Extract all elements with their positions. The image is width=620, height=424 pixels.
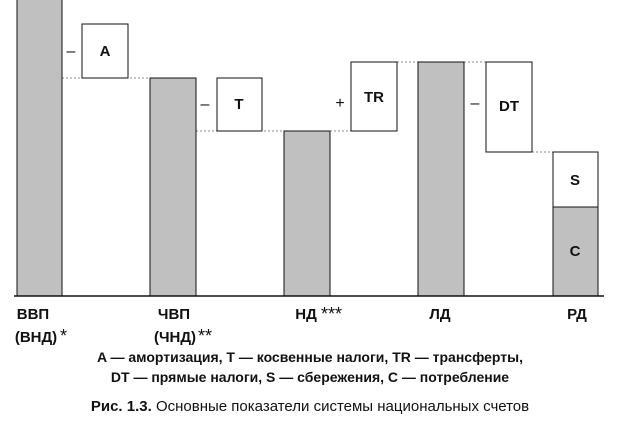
category-vvp-sublabel: (ВНД)	[15, 329, 57, 345]
box-a	[81, 23, 129, 79]
bar-nd	[283, 130, 331, 297]
figure-caption: Рис. 1.3. Основные показатели системы на…	[0, 398, 620, 415]
caption-prefix: Рис. 1.3.	[90, 398, 152, 415]
caption-text: Основные показатели системы национальных…	[151, 398, 530, 415]
category-vvp-mark: *	[60, 326, 67, 345]
label-a: A	[100, 43, 111, 60]
category-chvp-label: ЧВП	[158, 306, 190, 323]
flow-diagram: A T TR DT S C – – + – ВВП (ВНД) * ЧВП (Ч…	[14, 0, 604, 345]
bar-chvp	[149, 77, 197, 297]
bar-vvp	[16, 0, 63, 297]
label-t: T	[234, 96, 243, 113]
category-rd-label: РД	[567, 306, 587, 323]
operator-minus-dt: –	[471, 95, 480, 112]
operator-minus-a: –	[67, 43, 76, 60]
operator-minus-t: –	[201, 96, 210, 113]
box-s	[552, 151, 599, 208]
category-chvp-sublabel: (ЧНД)	[154, 329, 196, 345]
category-nd-mark: ***	[321, 304, 342, 324]
category-ld-label: ЛД	[429, 306, 451, 323]
box-t	[216, 77, 263, 132]
bar-ld	[417, 61, 465, 297]
box-tr	[350, 61, 398, 132]
category-chvp-mark: **	[198, 326, 212, 345]
operator-plus-tr: +	[335, 95, 344, 112]
label-tr: TR	[364, 89, 384, 106]
legend-line-2: DT — прямые налоги, S — сбережения, C — …	[110, 369, 510, 385]
box-dt	[485, 61, 533, 153]
label-c: C	[570, 243, 581, 260]
legend-line-1: A — амортизация, T — косвенные налоги, T…	[96, 349, 523, 365]
category-vvp-label: ВВП	[17, 306, 49, 323]
label-dt: DT	[499, 98, 519, 115]
category-nd-label: НД	[295, 306, 317, 323]
bar-rd-c	[552, 206, 599, 297]
label-s: S	[570, 172, 580, 189]
